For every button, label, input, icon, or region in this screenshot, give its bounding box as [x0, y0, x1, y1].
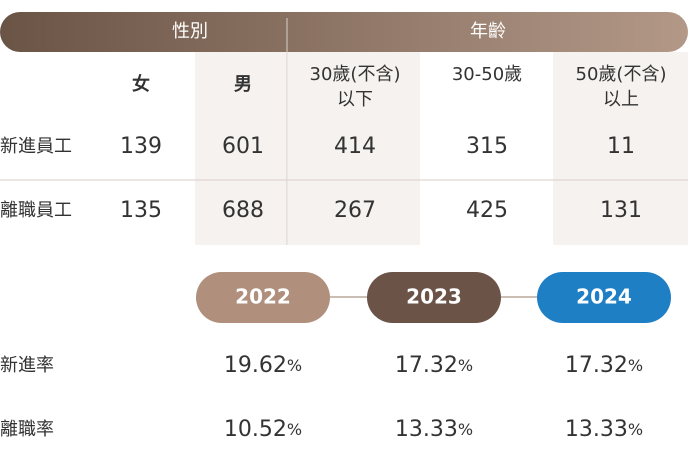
column-header: 男 — [234, 74, 252, 95]
cell: 601 — [222, 134, 264, 159]
rate-unit: % — [628, 420, 643, 439]
year-label: 2022 — [235, 285, 291, 309]
cell: 135 — [120, 198, 162, 223]
year-label: 2023 — [406, 285, 462, 309]
header-bar — [0, 12, 688, 52]
year-label: 2024 — [576, 285, 632, 309]
year-pill — [537, 272, 671, 323]
rate: 17.32% — [565, 353, 643, 378]
year-pill — [196, 272, 330, 323]
column-bg — [195, 52, 287, 245]
year-pill — [367, 272, 501, 323]
column-header: 30歲(不含) — [310, 64, 401, 85]
rate: 13.33% — [395, 417, 473, 442]
cell: 688 — [222, 198, 264, 223]
rate-unit: % — [458, 420, 473, 439]
rate-value: 13.33 — [395, 417, 458, 442]
cell: 315 — [466, 134, 508, 159]
rate: 10.52% — [224, 417, 302, 442]
rate-value: 10.52 — [224, 417, 287, 442]
rate-unit: % — [458, 356, 473, 375]
rate-unit: % — [287, 420, 302, 439]
column-bg — [553, 52, 688, 245]
rate: 13.33% — [565, 417, 643, 442]
column-header: 以下 — [337, 89, 373, 110]
column-header: 30-50歲 — [452, 64, 522, 85]
column-bg — [288, 52, 420, 245]
cell: 139 — [120, 134, 162, 159]
rate-value: 13.33 — [565, 417, 628, 442]
cell: 414 — [334, 134, 376, 159]
rate-value: 17.32 — [395, 353, 458, 378]
rate-unit: % — [628, 356, 643, 375]
column-header: 50歲(不含) — [576, 64, 667, 85]
column-header: 以上 — [603, 89, 639, 110]
row-label: 新進員工 — [0, 136, 72, 157]
row-label: 離職員工 — [0, 200, 72, 221]
cell: 131 — [600, 198, 642, 223]
rate-unit: % — [287, 356, 302, 375]
rate: 17.32% — [395, 353, 473, 378]
column-header: 女 — [132, 73, 150, 95]
cell: 267 — [334, 198, 376, 223]
cell: 425 — [466, 198, 508, 223]
row-label: 新進率 — [0, 355, 54, 376]
rate-value: 19.62 — [224, 353, 287, 378]
group-header: 年齡 — [470, 21, 506, 42]
cell: 11 — [607, 134, 635, 159]
rate: 19.62% — [224, 353, 302, 378]
row-label: 離職率 — [0, 419, 54, 440]
group-header: 性別 — [172, 21, 208, 42]
rate-value: 17.32 — [565, 353, 628, 378]
